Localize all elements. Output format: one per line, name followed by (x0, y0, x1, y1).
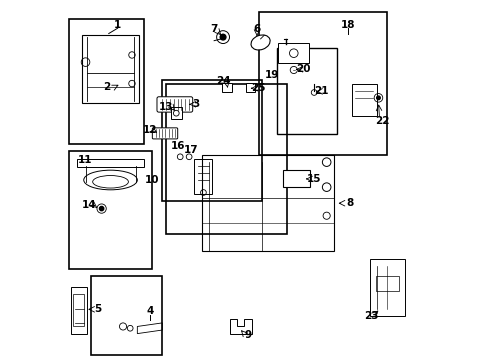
Text: 18: 18 (340, 19, 355, 30)
Text: 16: 16 (171, 141, 185, 151)
Text: 17: 17 (183, 145, 198, 155)
Circle shape (99, 206, 103, 211)
Text: 20: 20 (296, 64, 310, 74)
Text: 13: 13 (158, 102, 173, 112)
Text: 2: 2 (103, 82, 110, 92)
Ellipse shape (250, 35, 269, 50)
Text: 11: 11 (78, 156, 93, 165)
Text: 7: 7 (210, 24, 217, 34)
FancyBboxPatch shape (157, 97, 192, 112)
Bar (91, 276, 162, 355)
Text: 24: 24 (215, 76, 230, 86)
Text: 21: 21 (313, 86, 328, 96)
FancyBboxPatch shape (222, 83, 231, 92)
Text: 10: 10 (144, 175, 159, 185)
Text: 19: 19 (264, 69, 279, 80)
FancyBboxPatch shape (82, 35, 139, 103)
Circle shape (376, 96, 380, 100)
Ellipse shape (83, 170, 137, 190)
Text: 6: 6 (253, 24, 260, 34)
Text: 1: 1 (114, 19, 121, 30)
Text: 14: 14 (81, 200, 96, 210)
Bar (162, 80, 262, 202)
Bar (69, 152, 151, 269)
Text: 23: 23 (364, 311, 378, 321)
Text: 9: 9 (244, 330, 251, 341)
FancyBboxPatch shape (278, 43, 308, 63)
Text: 3: 3 (192, 99, 200, 109)
Text: 22: 22 (375, 116, 389, 126)
Bar (276, 48, 337, 134)
Bar (258, 12, 386, 155)
Bar (69, 19, 144, 144)
Circle shape (220, 34, 225, 40)
Ellipse shape (93, 176, 128, 188)
FancyBboxPatch shape (152, 128, 177, 139)
FancyBboxPatch shape (245, 83, 254, 92)
Text: 8: 8 (346, 198, 353, 208)
FancyBboxPatch shape (282, 170, 309, 187)
Text: 25: 25 (251, 83, 265, 93)
Text: 5: 5 (94, 304, 102, 314)
FancyBboxPatch shape (170, 108, 182, 119)
Text: 15: 15 (306, 174, 321, 184)
Text: 12: 12 (142, 125, 157, 135)
Text: 4: 4 (146, 306, 153, 316)
FancyBboxPatch shape (375, 276, 398, 292)
Bar (165, 84, 287, 234)
